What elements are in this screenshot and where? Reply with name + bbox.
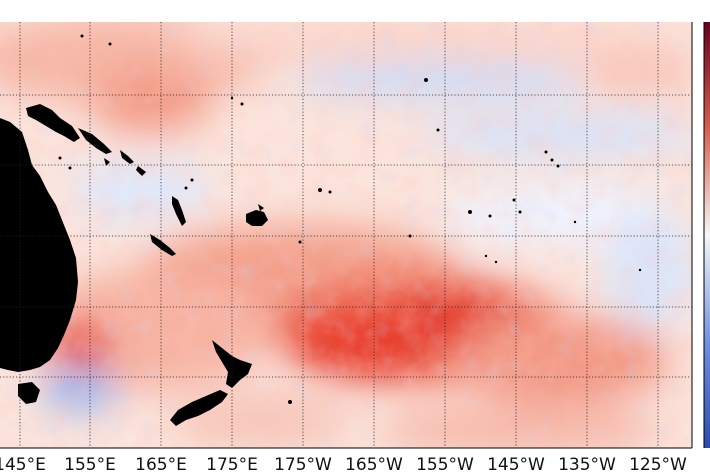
longitude-tick-label: 165°W: [345, 455, 403, 473]
new-zealand-north-island: [212, 340, 252, 388]
tasmania: [18, 382, 40, 404]
fiji: [246, 204, 268, 226]
land: [0, 34, 642, 426]
longitude-tick-label: 145°E: [0, 455, 46, 473]
colorbar: [704, 22, 710, 448]
longitude-tick-label: 165°E: [135, 455, 187, 473]
longitude-tick-label: 175°E: [206, 455, 258, 473]
new-guinea-east: [78, 128, 112, 154]
anomaly-field: [0, 22, 692, 448]
new-guinea: [26, 104, 80, 142]
new-zealand-south-island: [170, 390, 228, 426]
longitude-tick-label: 175°W: [274, 455, 332, 473]
longitude-tick-label: 135°W: [558, 455, 616, 473]
longitude-tick-label: 155°E: [64, 455, 116, 473]
longitude-tick-label: 155°W: [416, 455, 474, 473]
australia-landmass: [0, 118, 78, 372]
longitude-tick-label: 145°W: [487, 455, 545, 473]
new-caledonia: [150, 234, 176, 256]
longitude-labels: 145°E 155°E 165°E 175°E 175°W 165°W 155°W 145°W…: [0, 455, 687, 473]
cool-texture: [0, 22, 692, 448]
graticule: [0, 22, 692, 448]
vanuatu: [172, 196, 186, 226]
solomon-islands: [104, 150, 146, 176]
longitude-tick-label: 125°W: [629, 455, 687, 473]
